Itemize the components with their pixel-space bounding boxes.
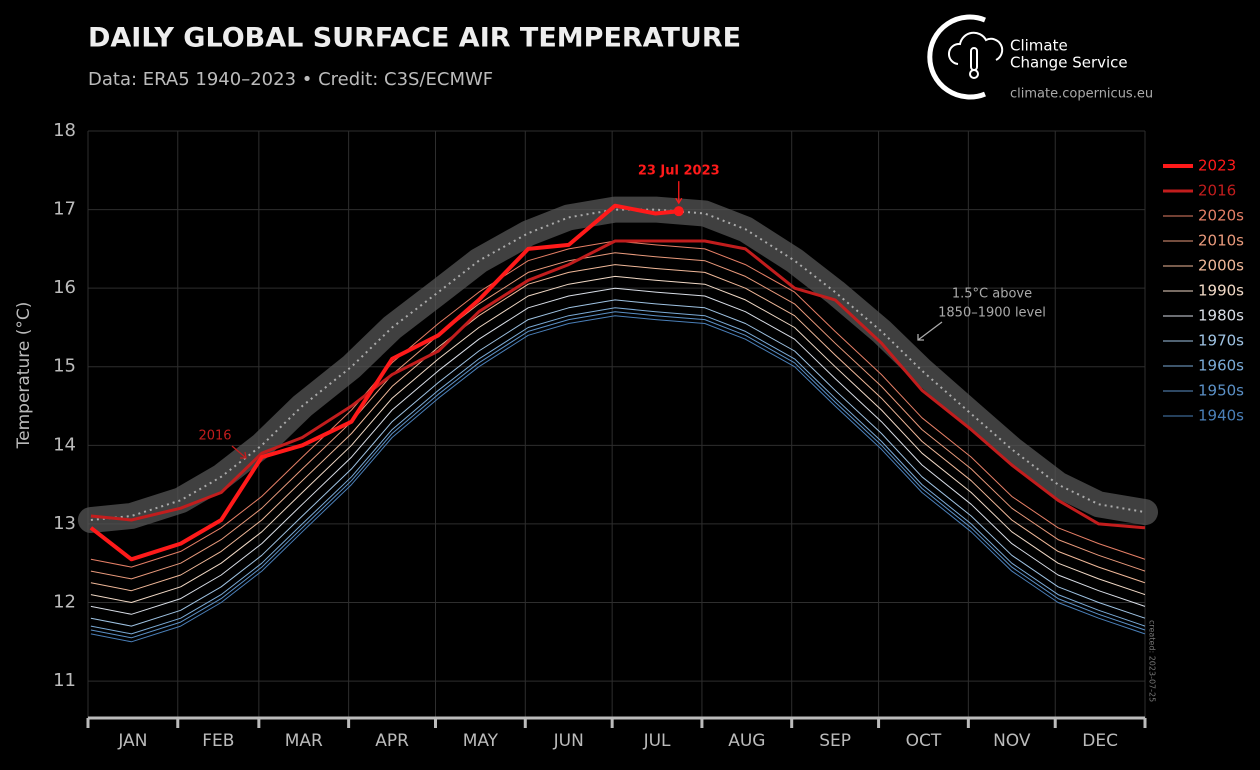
y-tick-label: 18 xyxy=(53,120,76,141)
x-tick-label: MAY xyxy=(463,731,499,751)
logo-cloud xyxy=(948,31,1004,65)
legend-label: 1990s xyxy=(1198,282,1244,300)
url: climate.copernicus.eu xyxy=(1010,87,1153,102)
series-line xyxy=(90,315,1146,643)
series-line xyxy=(90,299,1146,627)
annotation: 2016 xyxy=(198,429,231,444)
y-axis-label: Temperature (°C) xyxy=(14,302,34,450)
series-line xyxy=(90,264,1146,592)
threshold-band xyxy=(77,196,1158,533)
series-line xyxy=(90,275,1146,603)
logo xyxy=(927,14,1004,100)
legend-label: 1980s xyxy=(1198,307,1244,325)
annotation: 23 Jul 2023 xyxy=(638,164,720,179)
y-tick-label: 17 xyxy=(53,199,76,220)
logo-arc xyxy=(927,14,986,100)
title: DAILY GLOBAL SURFACE AIR TEMPERATURE xyxy=(88,23,741,54)
threshold-label: 1850–1900 level xyxy=(938,306,1046,321)
series-line xyxy=(89,203,679,562)
legend-label: 1970s xyxy=(1198,332,1244,350)
legend-label: 2023 xyxy=(1198,157,1236,175)
x-tick-label: OCT xyxy=(906,731,942,751)
y-tick-label: 13 xyxy=(53,513,76,534)
y-tick-label: 16 xyxy=(53,277,76,298)
y-tick-label: 11 xyxy=(53,670,76,691)
threshold-arrow xyxy=(917,321,943,341)
logo-bulb xyxy=(969,69,979,79)
threshold-label: 1.5°C above xyxy=(952,287,1032,302)
logo-text: Climate xyxy=(1010,37,1068,55)
subtitle: Data: ERA5 1940–2023 • Credit: C3S/ECMWF xyxy=(88,69,493,90)
legend-label: 1950s xyxy=(1198,382,1244,400)
y-tick-label: 14 xyxy=(53,434,76,455)
x-tick-label: AUG xyxy=(728,731,765,751)
series-line xyxy=(90,307,1146,635)
annotation-arrowhead xyxy=(675,197,683,205)
series-line xyxy=(90,239,1146,530)
x-tick-label: JAN xyxy=(117,731,147,751)
x-tick-label: DEC xyxy=(1082,731,1118,751)
x-tick-label: NOV xyxy=(993,731,1031,751)
legend-label: 2000s xyxy=(1198,257,1244,275)
x-tick-label: FEB xyxy=(202,731,234,751)
logo-text: Change Service xyxy=(1010,54,1128,72)
x-tick-label: JUL xyxy=(643,731,671,751)
y-tick-label: 15 xyxy=(53,356,76,377)
legend-label: 2016 xyxy=(1198,182,1236,200)
x-tick-label: MAR xyxy=(285,731,323,751)
series-line xyxy=(90,311,1146,639)
annotation-arrow xyxy=(231,445,247,459)
legend-label: 2020s xyxy=(1198,207,1244,225)
y-tick-label: 12 xyxy=(53,591,76,612)
x-tick-label: APR xyxy=(375,731,409,751)
x-tick-label: SEP xyxy=(819,731,851,751)
series-line xyxy=(90,287,1146,615)
created-note: created: 2023-07-25 xyxy=(1148,620,1157,702)
series-line xyxy=(90,252,1146,580)
latest-point xyxy=(673,206,684,217)
x-tick-label: JUN xyxy=(553,731,584,751)
legend-label: 1960s xyxy=(1198,357,1244,375)
legend-label: 1940s xyxy=(1198,407,1244,425)
legend-label: 2010s xyxy=(1198,232,1244,250)
plot: 11 12 13 14 15 16 17 18 JAN FEB MAR APR MAY JUN JUL AUG… xyxy=(53,120,1244,751)
